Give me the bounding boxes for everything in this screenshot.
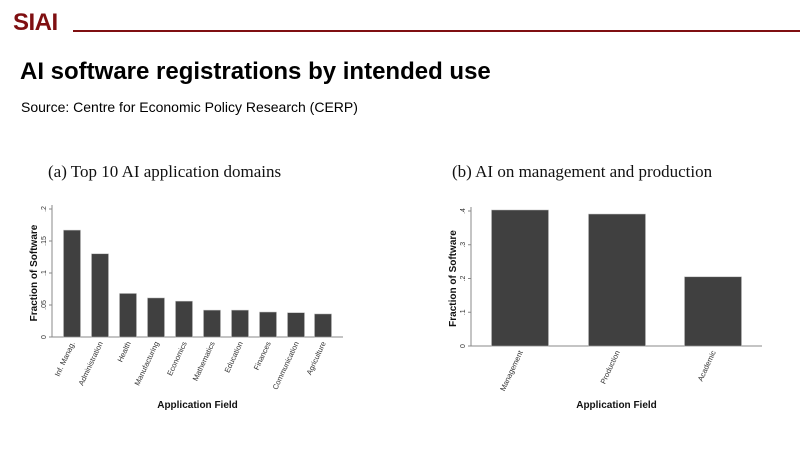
x-axis-label: Application Field [576, 400, 657, 411]
chart-title: (a) Top 10 AI application domains [48, 162, 281, 181]
x-tick-label: Health [115, 340, 132, 363]
y-tick-label: 0 [460, 344, 467, 348]
x-tick-label: Administration [77, 340, 105, 387]
y-tick-label: .2 [41, 206, 48, 212]
bar [588, 213, 646, 347]
bar [119, 293, 137, 338]
x-tick-label: Production [599, 349, 622, 385]
bar [175, 300, 193, 338]
y-tick-label: .1 [41, 270, 48, 276]
y-tick-label: .15 [41, 236, 48, 246]
y-tick-label: .3 [460, 242, 467, 248]
bar [231, 309, 249, 338]
x-tick-label: Finances [252, 340, 273, 372]
x-tick-label: Inf. Manag. [53, 340, 77, 378]
header-rule [73, 30, 800, 32]
x-tick-label: Communication [271, 340, 301, 391]
bar [63, 229, 81, 338]
y-tick-label: 0 [41, 335, 48, 339]
bar [259, 311, 277, 338]
x-tick-label: Economics [165, 340, 189, 377]
x-tick-label: Agriculture [305, 340, 328, 376]
chart-title: (b) AI on management and production [452, 162, 713, 181]
bar [147, 297, 165, 338]
y-tick-label: .1 [460, 309, 467, 315]
bar [203, 309, 221, 338]
page-title: AI software registrations by intended us… [20, 58, 491, 85]
y-axis-label: Fraction of Software [29, 224, 40, 321]
x-tick-label: Management [498, 348, 525, 392]
siai-logo: SIAI [13, 9, 58, 36]
x-tick-label: Manufacturing [133, 340, 161, 387]
bar [91, 253, 109, 338]
x-axis-label: Application Field [157, 400, 238, 411]
y-tick-label: .4 [460, 208, 467, 214]
y-axis-label: Fraction of Software [448, 230, 459, 327]
y-tick-label: .2 [460, 275, 467, 281]
x-tick-label: Mathematics [191, 340, 217, 383]
source-note: Source: Centre for Economic Policy Resea… [21, 99, 358, 115]
x-tick-label: Education [223, 340, 245, 374]
bar [314, 313, 332, 338]
x-tick-label: Academic [696, 349, 718, 383]
y-tick-label: .05 [41, 300, 48, 310]
bar [491, 209, 549, 347]
bar [287, 312, 305, 338]
bar [684, 276, 742, 347]
